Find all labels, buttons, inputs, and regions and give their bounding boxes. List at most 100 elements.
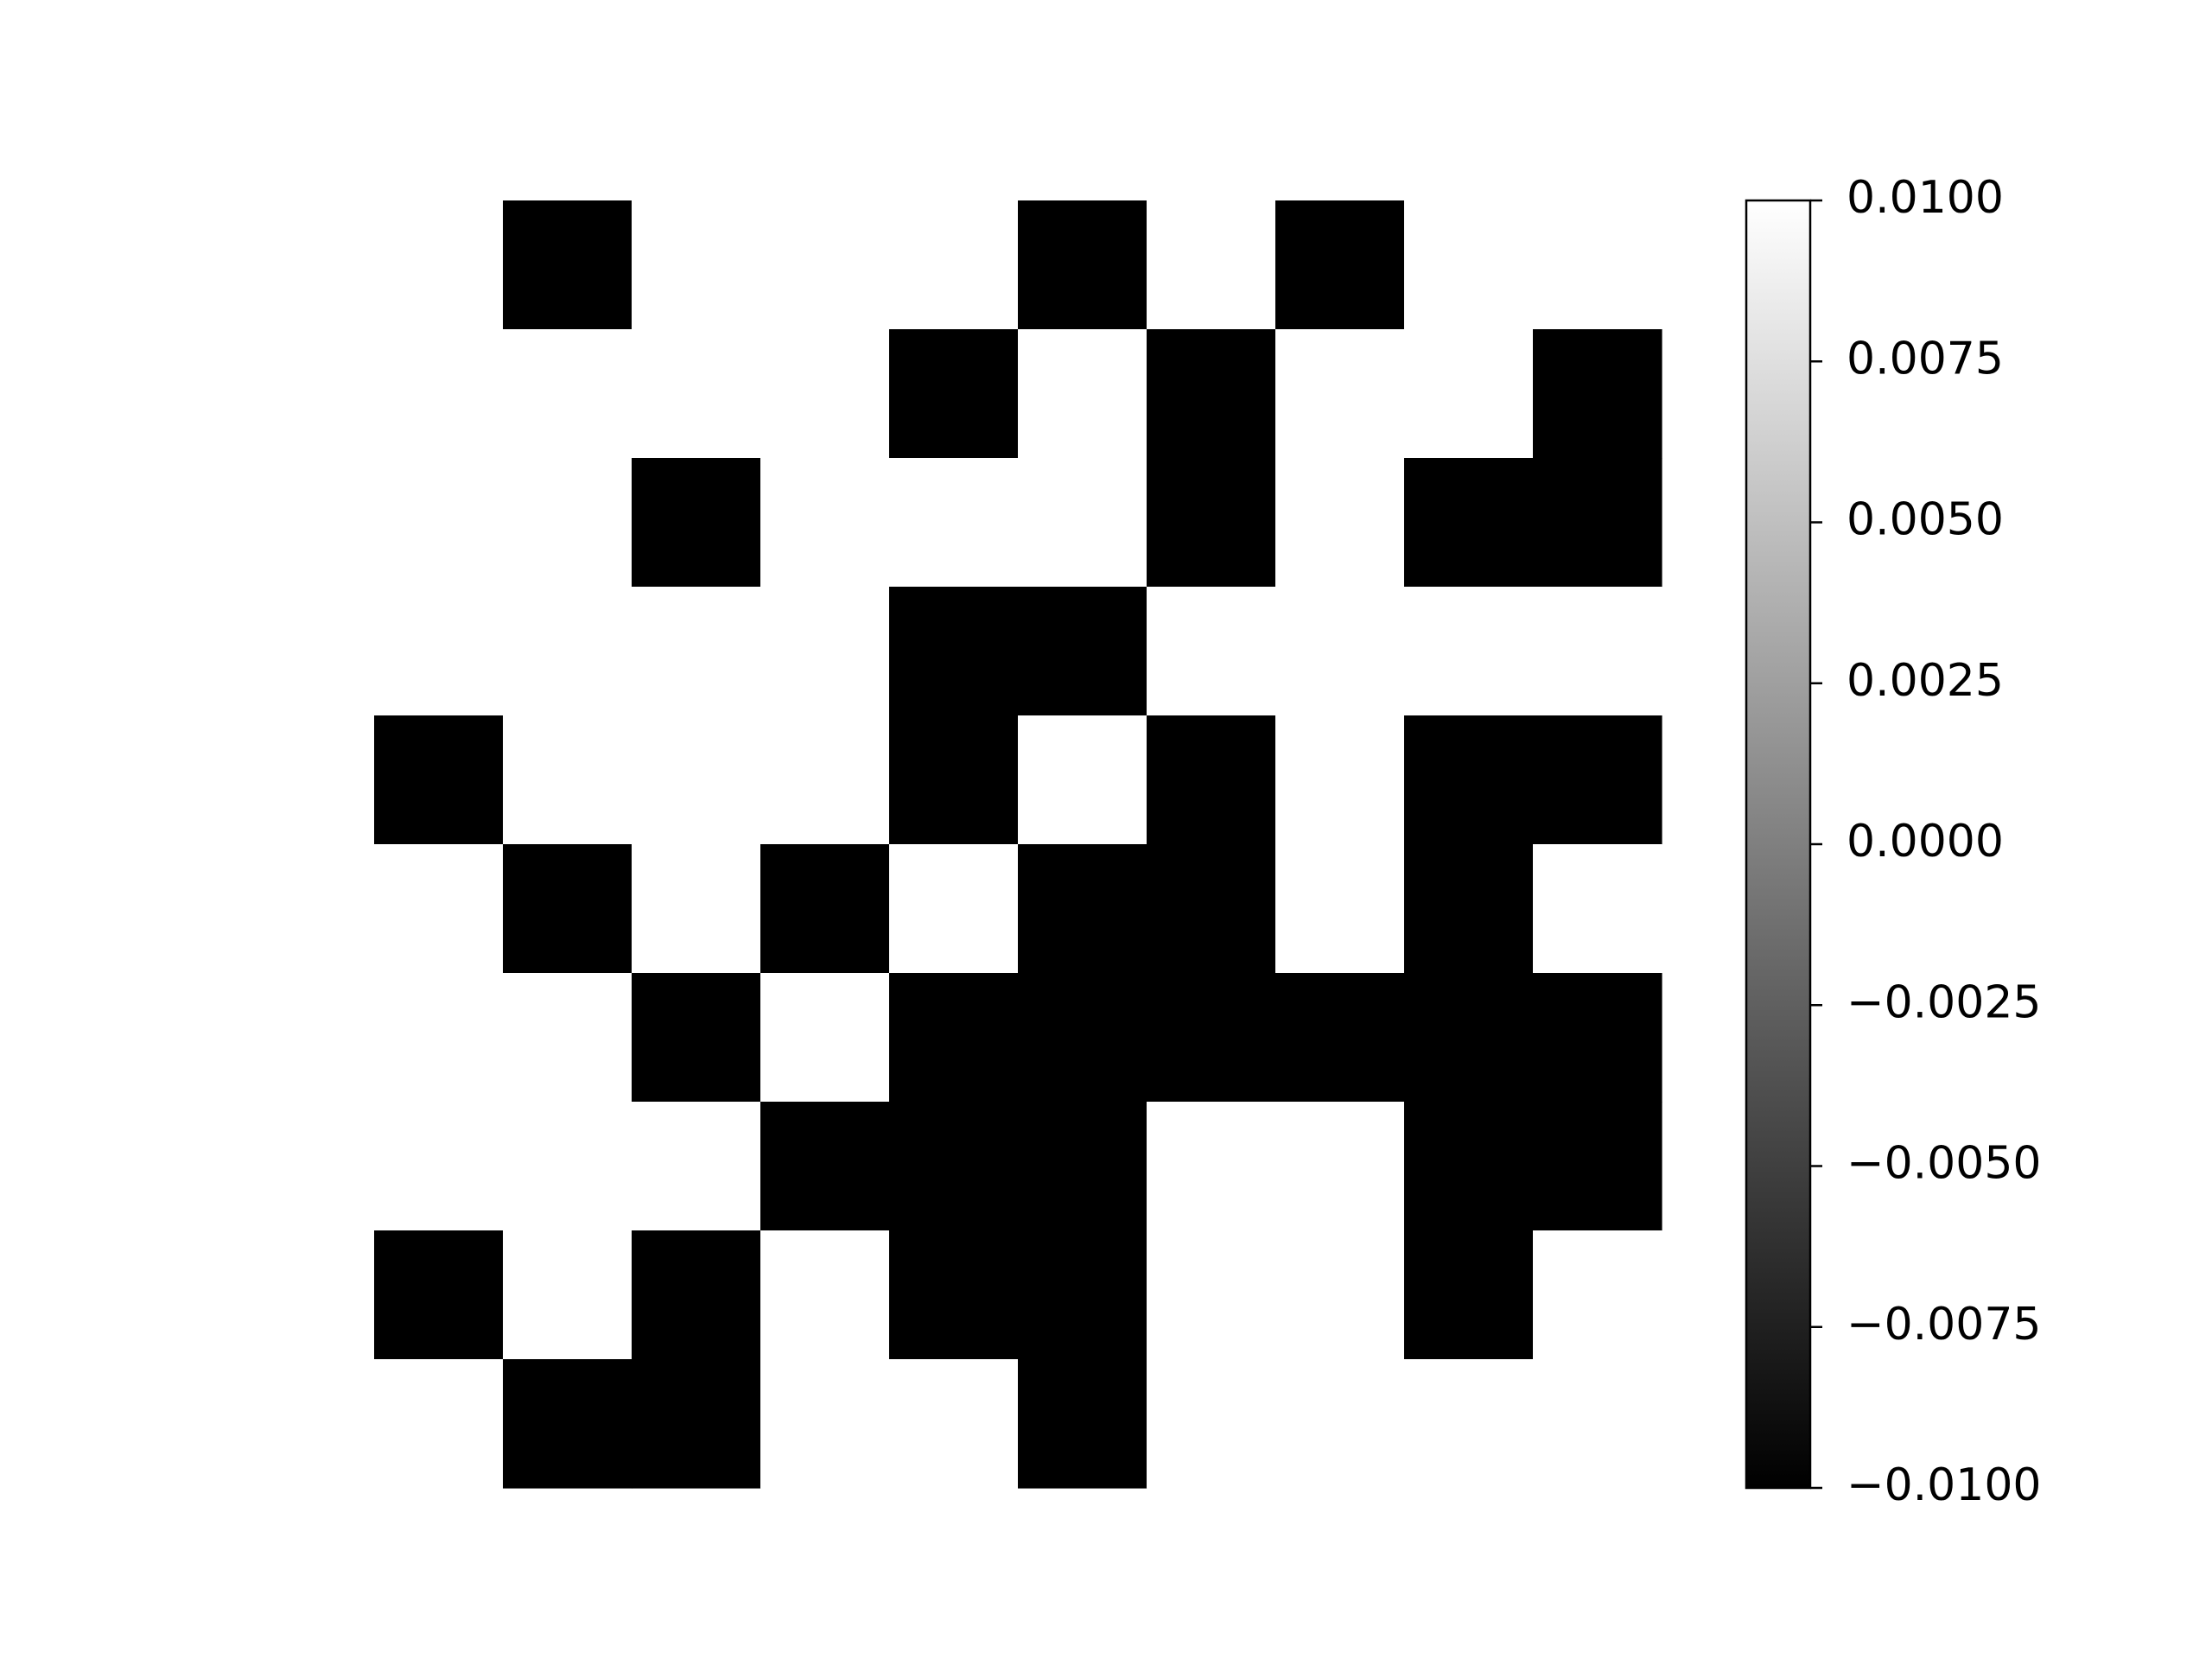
heatmap-cell-r1-c0 <box>374 329 504 459</box>
colorbar-tick-label: −0.0050 <box>1847 1138 2042 1190</box>
heatmap-cell-r4-c5 <box>1018 715 1147 845</box>
heatmap-cell-r3-c6 <box>1147 587 1276 716</box>
heatmap-cell-r7-c5 <box>1018 1102 1147 1231</box>
heatmap-cell-r5-c8 <box>1404 844 1534 974</box>
heatmap-cell-r1-c4 <box>889 329 1019 459</box>
heatmap-cell-r1-c2 <box>632 329 761 459</box>
heatmap-cell-r6-c2 <box>632 973 761 1103</box>
heatmap-cell-r5-c9 <box>1533 844 1662 974</box>
colorbar-tick-label: 0.0100 <box>1847 172 2004 224</box>
heatmap-cell-r8-c7 <box>1275 1230 1405 1360</box>
heatmap-cell-r8-c5 <box>1018 1230 1147 1360</box>
heatmap-cell-r3-c9 <box>1533 587 1662 716</box>
heatmap-cell-r4-c6 <box>1147 715 1276 845</box>
heatmap-cell-r1-c1 <box>503 329 632 459</box>
heatmap-cell-r9-c7 <box>1275 1359 1405 1489</box>
heatmap-cell-r1-c3 <box>760 329 890 459</box>
heatmap-cell-r6-c0 <box>374 973 504 1103</box>
colorbar-ticks: 0.0100 0.0075 0.0050 0.0025 0.0000 −0.0025 −0.… <box>1810 172 2042 1511</box>
heatmap-cell-r8-c1 <box>503 1230 632 1360</box>
heatmap-cell-r2-c9 <box>1533 458 1662 588</box>
heatmap-cell-r0-c6 <box>1147 200 1276 330</box>
heatmap-cell-r0-c4 <box>889 200 1019 330</box>
heatmap-cell-r4-c8 <box>1404 715 1534 845</box>
colorbar-gradient <box>1745 199 1812 1490</box>
heatmap-cell-r8-c3 <box>760 1230 890 1360</box>
heatmap-cell-r6-c4 <box>889 973 1019 1103</box>
heatmap-cell-r0-c3 <box>760 200 890 330</box>
heatmap-cell-r5-c3 <box>760 844 890 974</box>
heatmap-cell-r9-c5 <box>1018 1359 1147 1489</box>
heatmap-cell-r4-c2 <box>632 715 761 845</box>
heatmap-cell-r1-c5 <box>1018 329 1147 459</box>
heatmap-cell-r7-c2 <box>632 1102 761 1231</box>
heatmap-cell-r1-c9 <box>1533 329 1662 459</box>
heatmap-cell-r1-c7 <box>1275 329 1405 459</box>
heatmap-cell-r2-c3 <box>760 458 890 588</box>
heatmap-cell-r2-c4 <box>889 458 1019 588</box>
heatmap-cell-r8-c0 <box>374 1230 504 1360</box>
heatmap-cell-r3-c5 <box>1018 587 1147 716</box>
heatmap-cell-r6-c6 <box>1147 973 1276 1103</box>
heatmap-cell-r7-c8 <box>1404 1102 1534 1231</box>
heatmap-cell-r7-c0 <box>374 1102 504 1231</box>
heatmap-cell-r0-c8 <box>1404 200 1534 330</box>
heatmap-cell-r2-c1 <box>503 458 632 588</box>
heatmap-cell-r8-c9 <box>1533 1230 1662 1360</box>
heatmap-cell-r5-c7 <box>1275 844 1405 974</box>
heatmap-cell-r7-c9 <box>1533 1102 1662 1231</box>
colorbar-tick-label: −0.0025 <box>1847 976 2042 1028</box>
heatmap-cell-r7-c1 <box>503 1102 632 1231</box>
heatmap-cell-r4-c4 <box>889 715 1019 845</box>
heatmap-cell-r3-c8 <box>1404 587 1534 716</box>
heatmap-cell-r0-c9 <box>1533 200 1662 330</box>
heatmap-cell-r9-c3 <box>760 1359 890 1489</box>
heatmap-cell-r3-c4 <box>889 587 1019 716</box>
heatmap-cell-r3-c0 <box>374 587 504 716</box>
heatmap-cell-r5-c1 <box>503 844 632 974</box>
heatmap-cell-r6-c3 <box>760 973 890 1103</box>
heatmap-cell-r3-c3 <box>760 587 890 716</box>
heatmap-cell-r5-c6 <box>1147 844 1276 974</box>
colorbar-tick-label: −0.0100 <box>1847 1459 2042 1511</box>
heatmap-cell-r7-c4 <box>889 1102 1019 1231</box>
heatmap-cell-r0-c0 <box>374 200 504 330</box>
heatmap-cell-r0-c2 <box>632 200 761 330</box>
heatmap-cell-r0-c1 <box>503 200 632 330</box>
heatmap-cell-r9-c9 <box>1533 1359 1662 1489</box>
heatmap-cell-r7-c6 <box>1147 1102 1276 1231</box>
colorbar-tick-label: −0.0075 <box>1847 1299 2042 1351</box>
heatmap-cell-r9-c2 <box>632 1359 761 1489</box>
heatmap-cell-r6-c5 <box>1018 973 1147 1103</box>
heatmap-cell-r2-c0 <box>374 458 504 588</box>
heatmap-cell-r4-c3 <box>760 715 890 845</box>
heatmap-cell-r8-c4 <box>889 1230 1019 1360</box>
heatmap-cell-r9-c8 <box>1404 1359 1534 1489</box>
heatmap-cell-r2-c2 <box>632 458 761 588</box>
heatmap-cells <box>374 200 1662 1489</box>
heatmap-cell-r3-c7 <box>1275 587 1405 716</box>
heatmap-cell-r0-c5 <box>1018 200 1147 330</box>
heatmap-cell-r6-c8 <box>1404 973 1534 1103</box>
heatmap-cell-r9-c6 <box>1147 1359 1276 1489</box>
colorbar-tick-label: 0.0075 <box>1847 333 2004 385</box>
heatmap-cell-r8-c8 <box>1404 1230 1534 1360</box>
heatmap-cell-r0-c7 <box>1275 200 1405 330</box>
heatmap-cell-r5-c0 <box>374 844 504 974</box>
heatmap-cell-r2-c5 <box>1018 458 1147 588</box>
heatmap-cell-r4-c1 <box>503 715 632 845</box>
heatmap-cell-r6-c9 <box>1533 973 1662 1103</box>
heatmap-cell-r1-c6 <box>1147 329 1276 459</box>
heatmap-cell-r9-c1 <box>503 1359 632 1489</box>
heatmap-cell-r7-c7 <box>1275 1102 1405 1231</box>
heatmap-cell-r2-c8 <box>1404 458 1534 588</box>
heatmap-cell-r6-c7 <box>1275 973 1405 1103</box>
heatmap-cell-r4-c9 <box>1533 715 1662 845</box>
colorbar-tick-label: 0.0050 <box>1847 494 2004 546</box>
heatmap-cell-r7-c3 <box>760 1102 890 1231</box>
heatmap-cell-r3-c2 <box>632 587 761 716</box>
heatmap-cell-r8-c6 <box>1147 1230 1276 1360</box>
heatmap-cell-r5-c5 <box>1018 844 1147 974</box>
heatmap-cell-r4-c0 <box>374 715 504 845</box>
heatmap-cell-r9-c0 <box>374 1359 504 1489</box>
